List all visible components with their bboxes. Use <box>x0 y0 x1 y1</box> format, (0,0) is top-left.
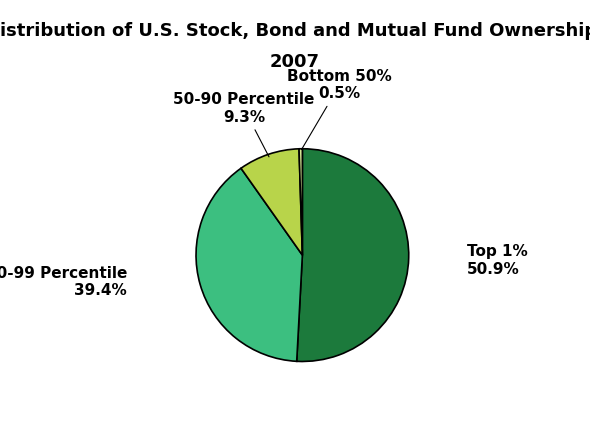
Text: Distribution of U.S. Stock, Bond and Mutual Fund Ownership,: Distribution of U.S. Stock, Bond and Mut… <box>0 22 590 40</box>
Wedge shape <box>297 149 409 362</box>
Text: Bottom 50%
0.5%: Bottom 50% 0.5% <box>287 69 392 149</box>
Wedge shape <box>241 149 302 255</box>
Wedge shape <box>196 168 302 361</box>
Text: 50-90 Percentile
9.3%: 50-90 Percentile 9.3% <box>173 92 314 157</box>
Wedge shape <box>299 149 303 255</box>
Text: 90-99 Percentile
39.4%: 90-99 Percentile 39.4% <box>0 266 127 298</box>
Text: Top 1%
50.9%: Top 1% 50.9% <box>467 244 528 277</box>
Text: 2007: 2007 <box>270 53 320 71</box>
